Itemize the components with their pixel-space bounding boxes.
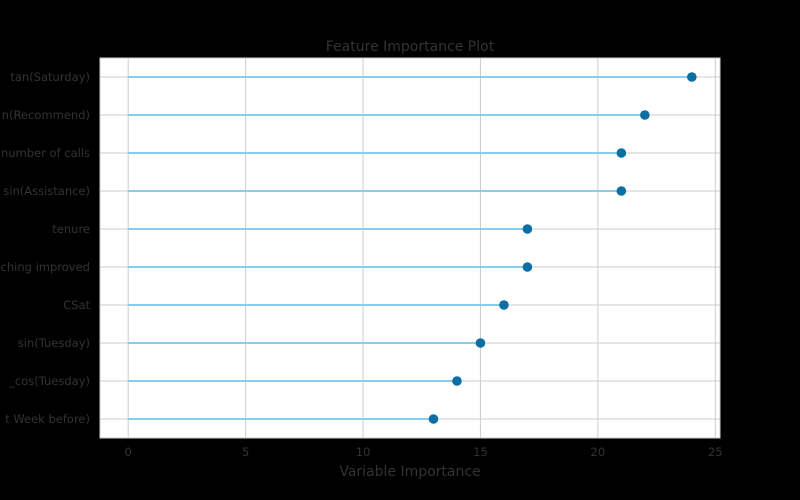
x-tick-label: 25 [708,445,723,459]
data-point [616,148,627,158]
data-point [475,338,486,348]
x-tick-label: 5 [242,445,249,459]
y-tick-label: sin(Tuesday) [18,336,90,350]
data-point [616,186,627,196]
y-tick-label: number of calls [1,146,90,160]
data-point [522,224,533,234]
y-tick-label: CSat [63,298,90,312]
y-tick-label: tan(Saturday) [10,70,90,84]
data-point [428,414,439,424]
data-point [522,262,533,272]
x-tick-label: 10 [356,445,371,459]
x-tick-labels: 0 5 10 15 20 25 [125,445,723,459]
y-tick-label: t Week before) [5,412,90,426]
data-point [687,72,697,82]
markers [428,72,697,424]
stems [128,76,692,420]
y-tick-label: n(Recommend) [2,108,90,122]
y-tick-label: _cos(Tuesday) [8,374,90,388]
y-tick-label: tenure [52,222,90,236]
data-point [640,110,650,120]
y-tick-labels: tan(Saturday) n(Recommend) number of calls… [1,70,91,426]
y-tick-label: sin(Assistance) [3,184,90,198]
x-tick-label: 20 [591,445,606,459]
x-tick-label: 15 [473,445,488,459]
chart-title: Feature Importance Plot [326,39,495,55]
data-point [499,300,509,310]
data-point [452,376,462,386]
x-tick-label: 0 [125,445,132,459]
y-tick-label: ching improved [1,260,90,274]
x-axis-label: Variable Importance [339,464,480,480]
plot-area [99,57,721,439]
